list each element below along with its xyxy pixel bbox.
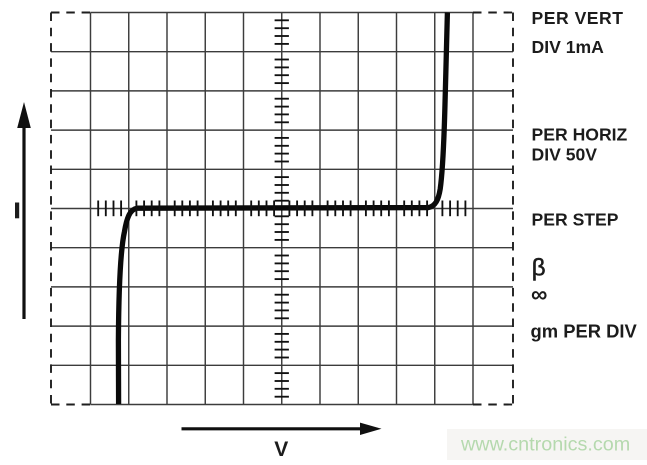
svg-text:V: V <box>274 438 288 460</box>
svg-text:β: β <box>532 255 546 282</box>
svg-text:PER STEP: PER STEP <box>532 210 619 230</box>
svg-text:∞: ∞ <box>531 281 547 307</box>
svg-text:DIV 1mA: DIV 1mA <box>532 37 605 57</box>
svg-text:gm PER DIV: gm PER DIV <box>531 321 638 342</box>
svg-text:PER VERT: PER VERT <box>532 8 624 28</box>
svg-text:PER HORIZ: PER HORIZ <box>532 125 628 145</box>
svg-text:www.cntronics.com: www.cntronics.com <box>460 434 630 456</box>
svg-text:DIV 50V: DIV 50V <box>532 145 598 165</box>
